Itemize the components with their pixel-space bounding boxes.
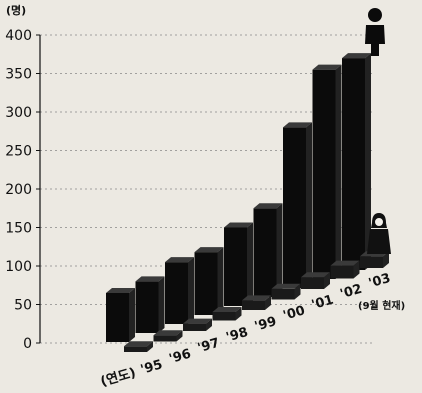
y-tick-label: 50 <box>14 298 32 314</box>
x-tick-label: '01 <box>310 293 335 314</box>
male-figure-icon <box>365 8 385 56</box>
female-figure-icon <box>367 213 391 254</box>
x-tick-label: '95 <box>139 357 164 378</box>
male-bar <box>194 247 224 315</box>
male-bar <box>165 257 194 324</box>
female-bar <box>301 272 330 289</box>
male-bar <box>224 222 253 306</box>
female-bar <box>124 341 153 352</box>
x-tick-label: '96 <box>167 347 192 368</box>
bars <box>106 53 389 352</box>
y-tick-label: 200 <box>5 182 32 198</box>
x-tick-label: '03 <box>367 271 392 292</box>
x-axis-note: (9월 현재) <box>358 299 405 312</box>
y-tick-label: 300 <box>5 105 32 121</box>
female-bar <box>330 260 360 279</box>
y-tick-label: 150 <box>5 221 32 237</box>
female-bar <box>271 283 301 300</box>
x-tick-label: '98 <box>224 325 249 346</box>
female-bar <box>212 307 242 321</box>
y-axis-ticks: 0 50 100 150 200 250 300 350 400 <box>5 28 41 352</box>
male-bar <box>283 122 312 289</box>
x-axis-ticks: '95'96'97'98'99'00'01'02'03 <box>139 271 392 378</box>
x-tick-label: '00 <box>281 303 306 324</box>
male-bar <box>106 287 135 342</box>
x-tick-label: '99 <box>253 314 278 335</box>
y-tick-label: 100 <box>5 259 32 275</box>
y-tick-label: 400 <box>5 28 32 44</box>
male-bar <box>253 203 283 297</box>
male-bar <box>135 276 165 333</box>
female-bar <box>153 330 183 342</box>
y-tick-label: 250 <box>5 144 32 160</box>
female-bar <box>183 318 212 331</box>
female-bar <box>242 295 271 310</box>
y-axis-label: (명) <box>6 3 26 17</box>
male-bar <box>312 64 342 280</box>
male-bar <box>342 53 371 270</box>
y-tick-label: 0 <box>23 336 32 352</box>
x-axis-name: (연도) <box>99 366 138 390</box>
gridlines <box>40 34 372 344</box>
x-tick-label: '97 <box>196 336 221 357</box>
y-tick-label: 350 <box>5 67 32 83</box>
x-tick-label: '02 <box>338 282 363 303</box>
